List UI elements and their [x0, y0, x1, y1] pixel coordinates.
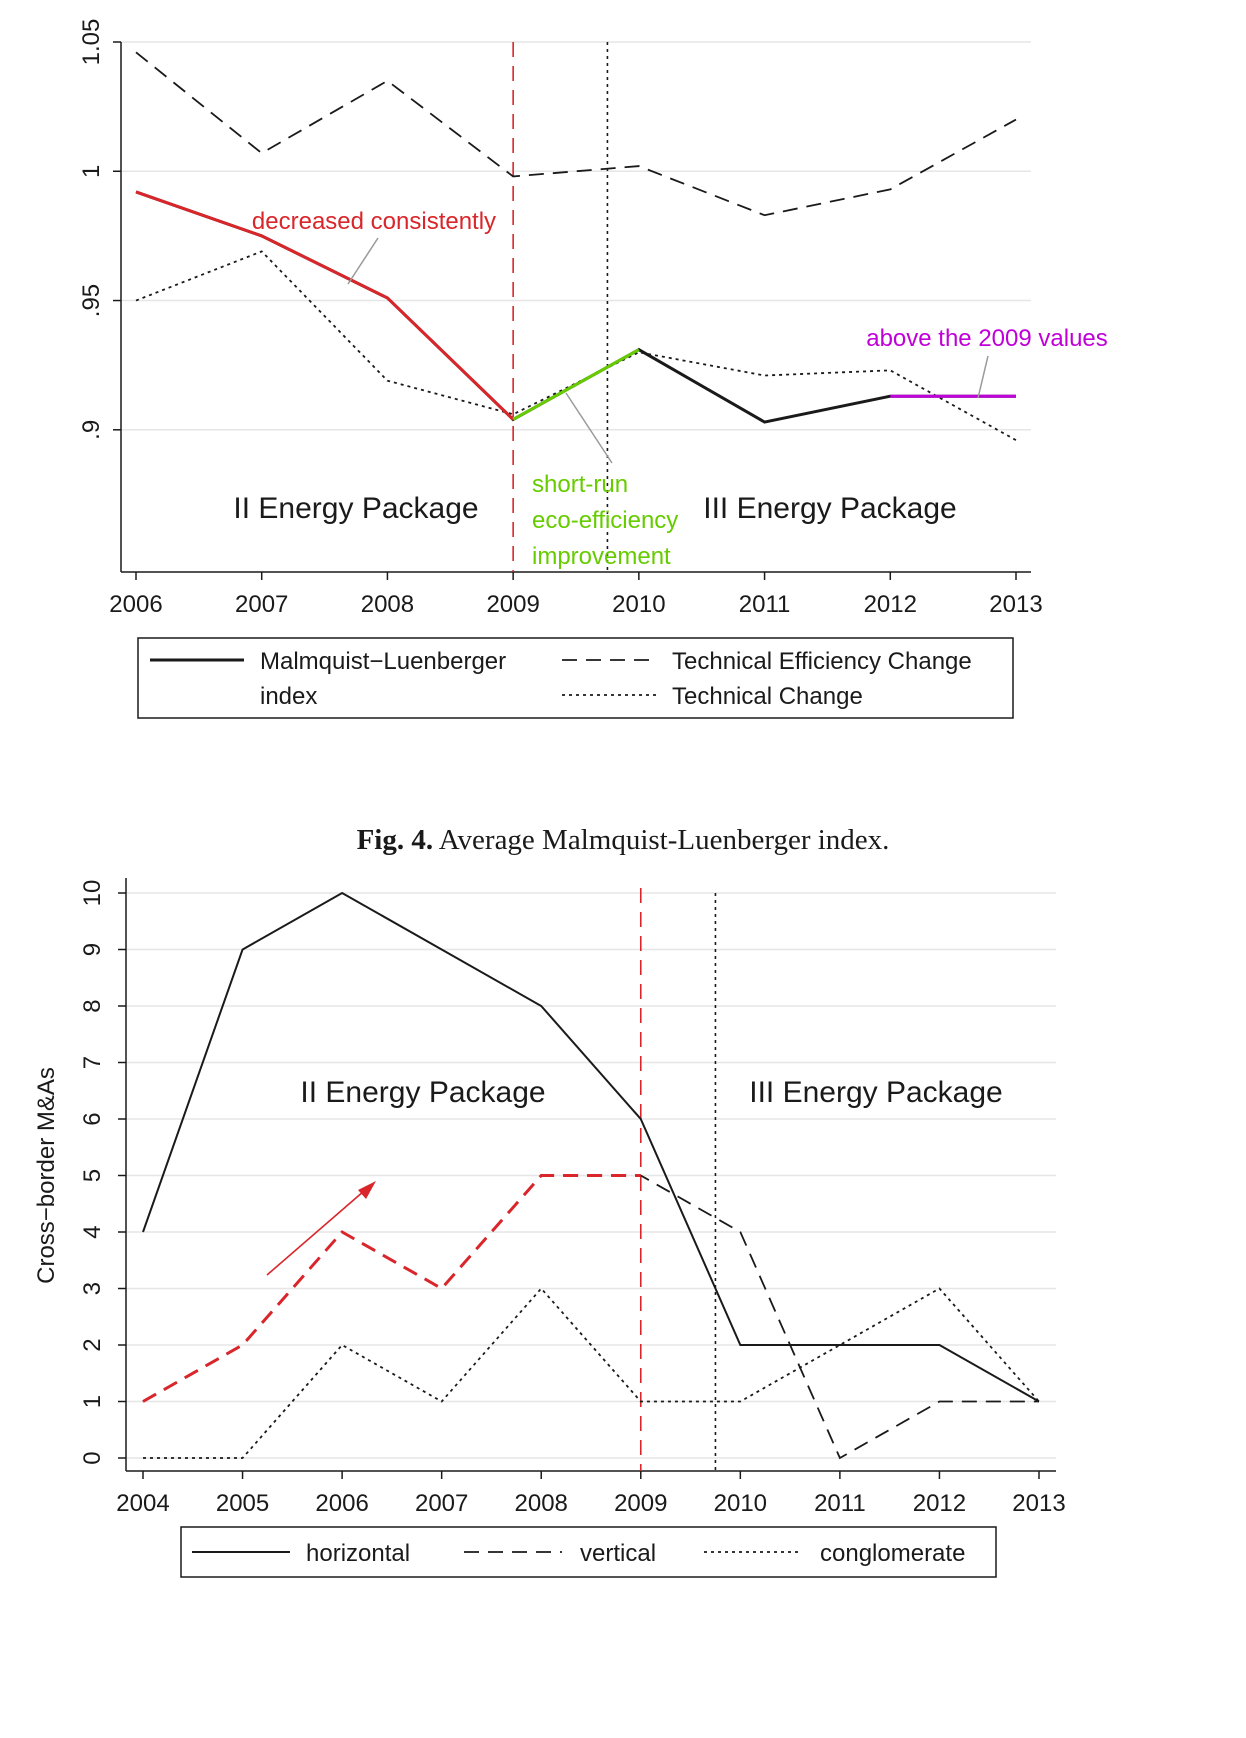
legend-label: Malmquist−Luenberger	[260, 648, 506, 675]
highlight-segment	[512, 348, 640, 421]
y-tick-label: 1	[79, 1395, 106, 1408]
mna-chart: 0 1 2 3 4 5 6 7 8 9 10 Cross−border M&As 2004 2005 200…	[33, 878, 1066, 1578]
trend-arrow-shaft	[266, 1190, 365, 1276]
series-line-dotted	[143, 1287, 1040, 1459]
y-tick-label: 1	[78, 165, 105, 178]
y-tick-label: 3	[79, 1282, 106, 1295]
x-tick-label: 2010	[714, 1490, 767, 1517]
series-line-solid	[142, 891, 1040, 1403]
x-tick-label: 2009	[486, 591, 539, 618]
y-tick-label: 6	[79, 1112, 106, 1125]
x-tick-label: 2006	[315, 1490, 368, 1517]
legend-box	[180, 1526, 997, 1578]
x-tick-label: 2010	[612, 591, 665, 618]
ml-index-chart: .9 .95 1 1.05 2006 2007 2008 2009 2010 2011 2012 20…	[78, 19, 1108, 719]
figure-caption: Fig. 4. Average Malmquist-Luenberger ind…	[0, 824, 1246, 857]
y-axis-title: Cross−border M&As	[33, 1067, 60, 1284]
period-label-iii: III Energy Package	[749, 1076, 1002, 1109]
annotation-short-run: improvement	[532, 543, 671, 570]
x-tick-label: 2013	[989, 591, 1042, 618]
legend-label: index	[260, 683, 317, 710]
x-tick-label: 2009	[614, 1490, 667, 1517]
annotation-decreased: decreased consistently	[252, 208, 496, 235]
trend-arrow-head	[358, 1181, 376, 1199]
annotation-pointer	[565, 392, 613, 464]
x-tick-label: 2013	[1012, 1490, 1065, 1517]
x-tick-label: 2008	[515, 1490, 568, 1517]
y-tick-label: 2	[79, 1338, 106, 1351]
x-tick-label: 2006	[109, 591, 162, 618]
period-label-iii: III Energy Package	[703, 492, 956, 525]
x-tick-label: 2004	[116, 1490, 169, 1517]
highlight-segment	[142, 1174, 641, 1403]
highlight-segment	[135, 190, 515, 421]
y-tick-label: .95	[78, 284, 105, 317]
y-tick-label: 4	[79, 1225, 106, 1238]
legend-box	[137, 637, 1014, 719]
y-tick-label: 0	[79, 1451, 106, 1464]
x-tick-label: 2011	[814, 1490, 866, 1517]
figure-caption-text: Average Malmquist-Luenberger index.	[433, 824, 890, 856]
figure-caption-label: Fig. 4.	[356, 824, 434, 856]
legend-label: vertical	[580, 1540, 656, 1567]
y-tick-label: 8	[79, 999, 106, 1012]
x-tick-label: 2008	[361, 591, 414, 618]
legend-label: Technical Change	[672, 683, 863, 710]
annotation-short-run: eco-efficiency	[532, 507, 678, 534]
legend-label: Technical Efficiency Change	[672, 648, 972, 675]
annotation-pointer	[347, 237, 379, 285]
y-tick-label: 1.05	[78, 19, 105, 66]
y-tick-label: 7	[79, 1056, 106, 1069]
series-line-dashed	[135, 51, 1017, 217]
period-label-ii: II Energy Package	[233, 492, 478, 525]
legend-label: conglomerate	[820, 1540, 965, 1567]
y-tick-label: 9	[79, 943, 106, 956]
y-tick-label: .9	[78, 420, 105, 440]
annotation-above: above the 2009 values	[866, 325, 1108, 352]
x-tick-label: 2011	[739, 591, 791, 618]
series-line-dashed	[142, 1174, 1039, 1460]
y-tick-label: 5	[79, 1169, 106, 1182]
x-tick-label: 2012	[864, 591, 917, 618]
legend-label: horizontal	[306, 1540, 410, 1567]
annotation-pointer	[977, 355, 989, 399]
x-tick-label: 2007	[235, 591, 288, 618]
period-label-ii: II Energy Package	[300, 1076, 545, 1109]
x-tick-label: 2012	[913, 1490, 966, 1517]
x-tick-label: 2007	[415, 1490, 468, 1517]
y-tick-label: 10	[79, 880, 106, 907]
x-tick-label: 2005	[216, 1490, 269, 1517]
annotation-short-run: short-run	[532, 471, 628, 498]
